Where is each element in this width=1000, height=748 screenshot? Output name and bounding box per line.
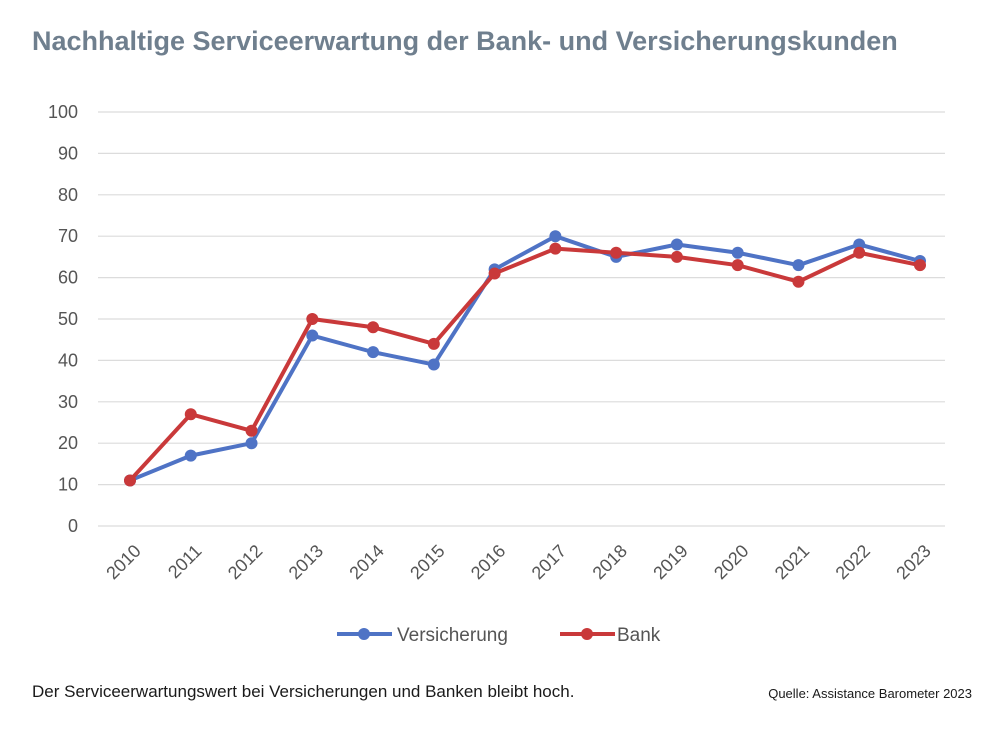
data-point-bank <box>367 321 380 334</box>
source-note: Quelle: Assistance Barometer 2023 <box>768 686 972 701</box>
data-point-bank <box>549 242 562 255</box>
x-tick-label: 2014 <box>345 541 387 583</box>
legend-label-bank: Bank <box>617 625 661 646</box>
y-tick-label: 30 <box>58 392 78 412</box>
chart-title: Nachhaltige Serviceerwartung der Bank- u… <box>32 26 898 56</box>
x-tick-label: 2011 <box>164 541 206 583</box>
data-point-bank <box>184 408 197 421</box>
y-tick-label: 40 <box>58 350 78 370</box>
x-tick-label: 2012 <box>224 541 266 583</box>
x-tick-label: 2010 <box>102 541 144 583</box>
x-tick-label: 2020 <box>710 541 752 583</box>
x-tick-label: 2017 <box>528 541 570 583</box>
data-point-bank <box>914 259 926 272</box>
legend: Versicherung Bank <box>337 625 661 646</box>
x-tick-label: 2013 <box>285 541 327 583</box>
x-tick-label: 2023 <box>892 541 934 583</box>
grid-lines <box>98 111 945 527</box>
data-point-bank <box>488 267 501 280</box>
data-point-versicherung <box>670 238 683 251</box>
data-point-versicherung <box>367 346 380 359</box>
data-point-versicherung <box>184 449 197 462</box>
data-point-bank <box>306 313 319 325</box>
x-tick-label: 2019 <box>649 541 691 583</box>
y-tick-label: 20 <box>58 433 78 453</box>
y-tick-label: 90 <box>58 143 78 163</box>
data-point-bank <box>792 275 805 288</box>
data-point-versicherung <box>792 259 805 272</box>
x-tick-label: 2022 <box>832 541 874 583</box>
x-axis-ticks: 2010 2011 2012 2013 2014 2015 2016 2017 2018 2019… <box>102 541 934 583</box>
data-point-bank <box>124 474 136 487</box>
data-point-versicherung <box>427 358 440 371</box>
y-tick-label: 70 <box>58 226 78 246</box>
data-point-bank <box>427 337 440 350</box>
series-line-bank <box>128 246 922 483</box>
data-point-versicherung <box>853 238 866 251</box>
series-line-versicherung <box>128 234 922 483</box>
legend-label-versicherung: Versicherung <box>397 625 508 646</box>
data-point-versicherung <box>245 437 258 450</box>
data-point-bank <box>610 246 623 259</box>
data-point-bank <box>245 424 258 437</box>
series-group <box>124 230 926 487</box>
x-tick-label: 2016 <box>467 541 509 583</box>
y-tick-label: 10 <box>58 475 78 495</box>
y-tick-label: 100 <box>48 102 78 122</box>
data-point-versicherung <box>731 246 744 259</box>
legend-marker-bank <box>581 628 593 640</box>
y-tick-label: 50 <box>58 309 78 329</box>
y-tick-label: 80 <box>58 185 78 205</box>
legend-marker-versicherung <box>358 628 370 640</box>
data-point-versicherung <box>306 329 319 342</box>
x-tick-label: 2021 <box>771 541 813 583</box>
chart-caption: Der Serviceerwartungswert bei Versicheru… <box>32 682 575 701</box>
x-tick-label: 2015 <box>406 541 448 583</box>
data-point-bank <box>731 259 744 272</box>
x-tick-label: 2018 <box>589 541 631 583</box>
y-axis-ticks: 0 10 20 30 40 50 60 70 80 90 100 <box>48 102 78 536</box>
data-point-versicherung <box>549 230 562 243</box>
y-tick-label: 60 <box>58 268 78 288</box>
data-point-bank <box>853 246 866 259</box>
data-point-bank <box>670 250 683 263</box>
y-tick-label: 0 <box>68 516 78 536</box>
